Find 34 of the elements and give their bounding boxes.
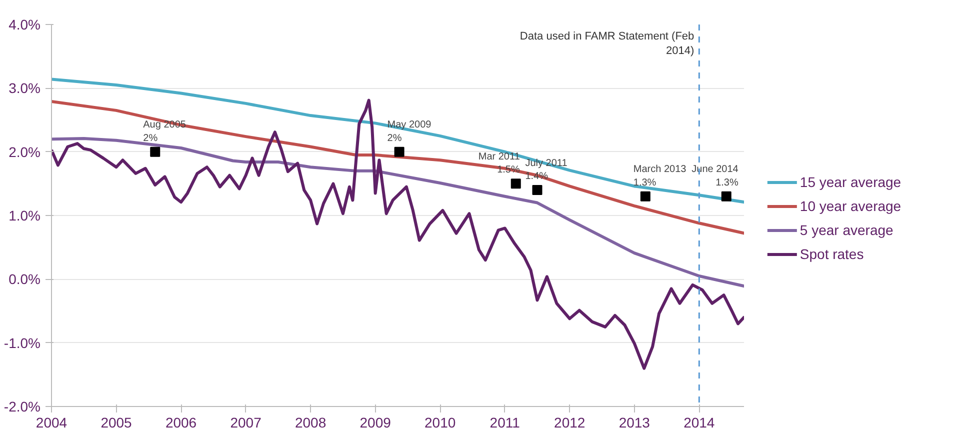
x-tick-label: 2011 <box>490 414 520 430</box>
y-tick-label: 0.0% <box>8 271 41 288</box>
x-tick-label: 2004 <box>36 414 68 430</box>
x-tick-label: 2014 <box>684 414 715 430</box>
y-tick-label: 1.0% <box>8 208 41 224</box>
x-tick-label: 2005 <box>100 414 132 430</box>
y-tick-label: 2.0% <box>8 144 41 160</box>
x-tick-label: 2010 <box>424 414 456 430</box>
point <box>510 178 521 189</box>
point <box>640 191 650 202</box>
x-tick-label: 2007 <box>230 414 262 430</box>
line-series <box>52 100 744 235</box>
point <box>150 146 160 157</box>
x-tick-label: 2008 <box>294 414 326 430</box>
annotation: June 2014 1.3% <box>692 164 739 188</box>
legend-label: Spot rates <box>800 246 864 262</box>
annotation: March 2013 1.3% <box>633 164 687 188</box>
y-tick-label: 4.0% <box>8 16 41 32</box>
point <box>532 185 542 196</box>
x-tick-label: 2009 <box>360 414 392 430</box>
x-tick-label: 2012 <box>554 414 586 430</box>
x-tick-label: 2006 <box>165 414 197 430</box>
point <box>721 191 732 202</box>
line-series <box>52 98 744 370</box>
legend-label: 5 year average <box>800 222 894 238</box>
y-tick-label: -1.0% <box>4 334 41 351</box>
legend-label: 15 year average <box>800 174 902 190</box>
line-series <box>52 78 744 204</box>
y-tick-label: 3.0% <box>8 80 41 96</box>
y-tick-label: -2.0% <box>4 398 41 414</box>
legend-label: 10 year average <box>800 198 902 214</box>
point <box>394 146 404 157</box>
x-tick-label: 2013 <box>618 414 650 430</box>
ref-line-label: Data used in FAMR Statement (Feb 2014) <box>520 30 694 57</box>
